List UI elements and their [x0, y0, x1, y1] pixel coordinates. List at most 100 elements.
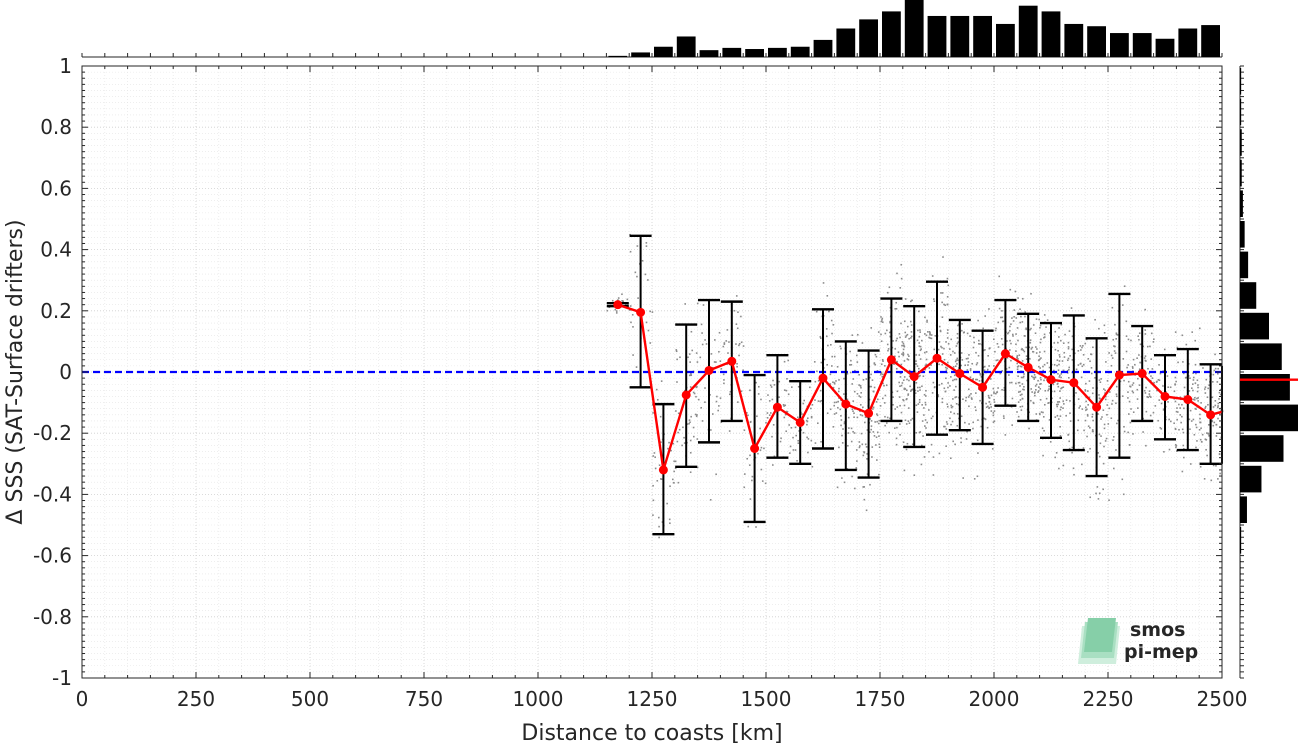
mean-marker	[1046, 375, 1056, 385]
scatter-point	[969, 376, 972, 379]
scatter-point	[837, 406, 839, 409]
scatter-point	[925, 334, 928, 337]
scatter-point	[1081, 365, 1084, 368]
scatter-point	[899, 433, 901, 436]
scatter-point	[720, 368, 723, 370]
scatter-point	[1108, 352, 1110, 354]
scatter-point	[979, 374, 982, 376]
scatter-point	[686, 423, 689, 425]
scatter-point	[718, 405, 720, 407]
scatter-point	[1056, 414, 1059, 417]
scatter-point	[669, 522, 671, 525]
scatter-point	[975, 378, 977, 381]
scatter-point	[1060, 406, 1062, 409]
scatter-point	[735, 343, 737, 345]
scatter-point	[920, 444, 923, 447]
scatter-point	[1193, 433, 1196, 436]
scatter-point	[900, 363, 903, 366]
scatter-point	[1203, 478, 1206, 480]
scatter-point	[1018, 354, 1021, 356]
scatter-point	[695, 386, 698, 389]
scatter-point	[1213, 369, 1216, 372]
scatter-point	[1017, 381, 1020, 384]
scatter-point	[1142, 417, 1145, 420]
scatter-point	[660, 441, 662, 443]
scatter-point	[1011, 317, 1013, 319]
scatter-point	[1103, 324, 1106, 327]
scatter-point	[875, 355, 878, 358]
scatter-point	[688, 419, 691, 421]
scatter-point	[1132, 391, 1135, 394]
scatter-point	[1131, 366, 1134, 368]
scatter-point	[696, 466, 699, 469]
scatter-point	[1043, 336, 1045, 339]
scatter-point	[797, 442, 800, 444]
scatter-point	[1046, 362, 1049, 364]
scatter-point	[902, 354, 905, 357]
scatter-point	[1194, 396, 1196, 399]
binned-mean-line	[617, 303, 1223, 471]
scatter-point	[1019, 399, 1022, 401]
scatter-point	[919, 349, 922, 352]
scatter-point	[1137, 335, 1139, 337]
scatter-point	[1085, 406, 1087, 409]
scatter-point	[791, 386, 793, 388]
scatter-point	[1016, 355, 1019, 357]
scatter-point	[980, 376, 983, 378]
scatter-point	[1212, 373, 1215, 376]
scatter-point	[918, 367, 920, 370]
scatter-point	[930, 443, 933, 446]
scatter-point	[755, 381, 757, 384]
scatter-point	[1059, 434, 1062, 437]
mean-marker	[818, 373, 828, 383]
scatter-point	[943, 387, 946, 390]
scatter-point	[1106, 413, 1108, 416]
scatter-point	[768, 414, 771, 416]
scatter-point	[1022, 388, 1024, 391]
scatter-point	[1038, 355, 1040, 358]
scatter-point	[723, 343, 726, 345]
scatter-point	[855, 449, 858, 451]
scatter-point	[898, 333, 901, 335]
scatter-point	[1033, 374, 1036, 376]
scatter-point	[729, 393, 731, 396]
scatter-point	[905, 448, 908, 451]
scatter-point	[884, 415, 886, 418]
scatter-point	[908, 337, 910, 340]
scatter-point	[926, 321, 928, 323]
scatter-point	[860, 386, 862, 389]
top-hist-bar	[676, 36, 696, 57]
scatter-point	[947, 284, 950, 287]
scatter-point	[1023, 385, 1025, 388]
scatter-point	[1089, 496, 1092, 499]
scatter-point	[1217, 402, 1220, 405]
scatter-point	[1104, 389, 1106, 392]
scatter-point	[977, 452, 979, 454]
scatter-point	[1086, 435, 1088, 438]
scatter-point	[947, 382, 949, 384]
scatter-point	[903, 320, 906, 323]
scatter-point	[835, 380, 837, 382]
scatter-point	[1080, 376, 1083, 379]
scatter-point	[1066, 369, 1069, 372]
scatter-point	[1048, 419, 1051, 421]
scatter-point	[875, 436, 878, 439]
scatter-point	[932, 381, 935, 384]
scatter-point	[719, 397, 722, 399]
scatter-point	[760, 446, 763, 449]
scatter-point	[983, 365, 986, 368]
scatter-point	[911, 388, 914, 391]
scatter-point	[1057, 373, 1059, 375]
scatter-point	[1026, 379, 1028, 382]
scatter-point	[1020, 409, 1023, 411]
scatter-point	[694, 413, 697, 416]
scatter-point	[1003, 417, 1005, 419]
scatter-point	[1136, 357, 1138, 359]
scatter-point	[995, 327, 997, 330]
scatter-point	[910, 324, 913, 326]
scatter-point	[765, 421, 767, 424]
scatter-point	[1143, 389, 1146, 392]
scatter-point	[849, 364, 851, 366]
scatter-point	[1138, 384, 1141, 386]
scatter-point	[937, 394, 940, 396]
